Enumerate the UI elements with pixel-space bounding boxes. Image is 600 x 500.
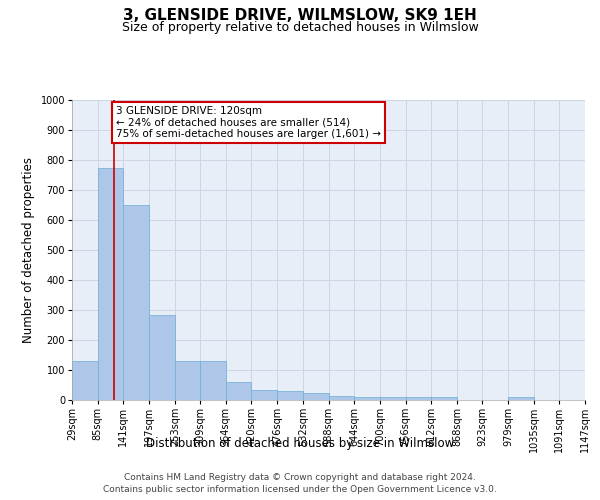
Text: Distribution of detached houses by size in Wilmslow: Distribution of detached houses by size … [146,438,454,450]
Bar [406,397,431,400]
Bar [226,382,251,400]
Y-axis label: Number of detached properties: Number of detached properties [22,157,35,343]
Bar [431,397,457,400]
Text: Contains HM Land Registry data © Crown copyright and database right 2024.: Contains HM Land Registry data © Crown c… [124,472,476,482]
Bar [303,392,329,400]
Text: Size of property relative to detached houses in Wilmslow: Size of property relative to detached ho… [122,21,478,34]
Text: Contains public sector information licensed under the Open Government Licence v3: Contains public sector information licen… [103,485,497,494]
Bar [380,397,406,400]
Bar [72,361,98,400]
Bar [149,314,175,400]
Bar [124,205,149,400]
Text: 3 GLENSIDE DRIVE: 120sqm
← 24% of detached houses are smaller (514)
75% of semi-: 3 GLENSIDE DRIVE: 120sqm ← 24% of detach… [116,106,381,139]
Bar [98,168,124,400]
Bar [354,397,380,400]
Bar [277,391,303,400]
Bar [175,361,200,400]
Bar [251,390,277,400]
Bar [329,396,354,400]
Text: 3, GLENSIDE DRIVE, WILMSLOW, SK9 1EH: 3, GLENSIDE DRIVE, WILMSLOW, SK9 1EH [123,8,477,22]
Bar [508,397,533,400]
Bar [200,361,226,400]
